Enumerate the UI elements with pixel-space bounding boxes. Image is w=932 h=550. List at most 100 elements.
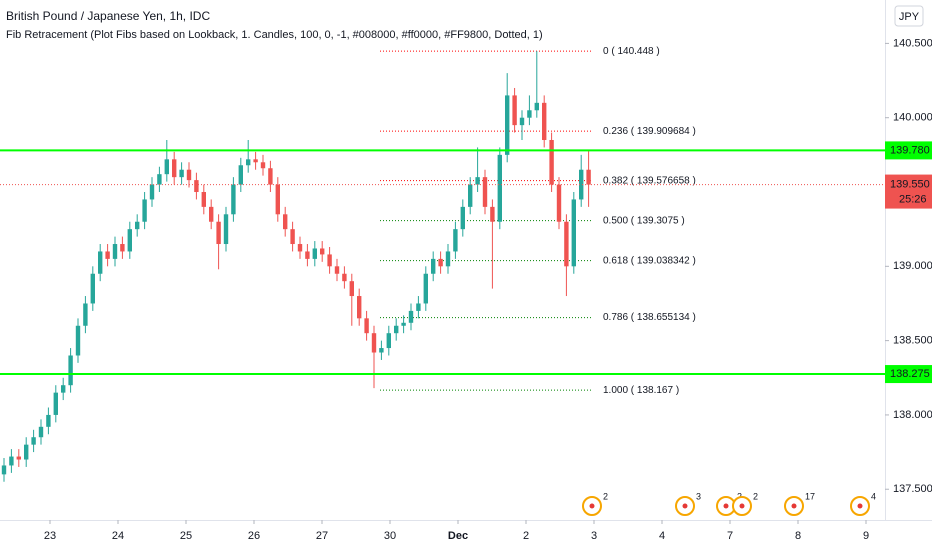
candle-body — [305, 251, 310, 259]
candle-body — [268, 168, 273, 185]
candle-body — [75, 325, 81, 356]
candle-body — [83, 303, 88, 326]
candle-body — [564, 221, 569, 267]
candle-body — [246, 159, 251, 166]
candle-body — [571, 199, 576, 267]
candle-body — [297, 244, 303, 252]
candle-body — [53, 392, 58, 415]
y-tick-label: 138.000 — [893, 409, 932, 421]
candle-body — [542, 102, 547, 140]
event-count: 17 — [805, 491, 815, 501]
candle-body — [579, 169, 584, 200]
y-tick-label: 138.500 — [893, 335, 932, 347]
indicator-label: Fib Retracement (Plot Fibs based on Look… — [6, 29, 543, 41]
candle-body — [394, 325, 399, 334]
event-dot — [589, 503, 595, 509]
candle-body — [46, 414, 51, 427]
event-count: 4 — [871, 491, 876, 501]
candle-body — [534, 102, 539, 111]
candle-body — [112, 244, 118, 259]
candle-body — [386, 333, 391, 349]
candle-body — [401, 322, 406, 326]
candle-body — [497, 154, 502, 222]
fib-label: 0.786 ( 138.655134 ) — [603, 312, 696, 323]
candle-body — [9, 456, 14, 466]
x-tick-label: 24 — [112, 530, 124, 542]
level-tag — [885, 141, 932, 160]
x-tick-label: 2 — [523, 530, 529, 542]
candle-body — [223, 214, 229, 245]
x-tick-label: 4 — [659, 530, 665, 542]
level-label: 139.780 — [890, 144, 930, 156]
candle-body — [216, 221, 221, 245]
x-tick-label: Dec — [448, 530, 468, 542]
fib-label: 1.000 ( 138.167 ) — [603, 385, 679, 396]
candle-body — [16, 456, 21, 460]
chart-title: British Pound / Japanese Yen, 1h, IDC — [6, 9, 210, 23]
y-tick-label: 140.500 — [893, 37, 932, 49]
candle-body — [209, 206, 214, 222]
candle-body — [327, 254, 332, 267]
candle-body — [334, 266, 340, 274]
fib-label: 0.236 ( 139.909684 ) — [603, 126, 696, 137]
candle-body — [31, 437, 36, 445]
candle-body — [556, 184, 562, 222]
candle-body — [98, 251, 103, 274]
candle-body — [505, 95, 510, 155]
candle-body — [253, 159, 258, 163]
last-price-tag — [885, 174, 932, 209]
x-tick-label: 7 — [727, 530, 733, 542]
x-tick-label: 9 — [863, 530, 869, 542]
candle-body — [482, 177, 488, 207]
candle-body — [61, 385, 66, 393]
x-tick-label: 23 — [44, 530, 56, 542]
candle-body — [157, 174, 162, 185]
candle-body — [290, 229, 295, 245]
x-tick-label: 27 — [316, 530, 328, 542]
event-dot — [791, 503, 797, 509]
y-tick-label: 137.500 — [893, 483, 932, 495]
x-tick-label: 8 — [795, 530, 801, 542]
y-tick-label: 140.000 — [893, 112, 932, 124]
candle-body — [431, 258, 436, 274]
candle-body — [194, 180, 199, 193]
event-count: 2 — [603, 491, 608, 501]
candle-body — [68, 355, 73, 386]
fib-label: 0 ( 140.448 ) — [603, 46, 660, 57]
fib-label: 0.500 ( 139.3075 ) — [603, 215, 685, 226]
event-dot — [682, 503, 688, 509]
candle-body — [349, 281, 354, 297]
candle-body — [364, 318, 369, 334]
candle-body — [164, 159, 169, 175]
level-tag — [885, 365, 932, 384]
candle-body — [320, 248, 325, 255]
candle-body — [231, 184, 236, 215]
currency-label[interactable]: JPY — [899, 11, 920, 23]
x-tick-label: 3 — [591, 530, 597, 542]
candle-body — [512, 95, 517, 126]
event-dot — [723, 503, 729, 509]
event-count: 2 — [753, 491, 758, 501]
candle-body — [1, 465, 7, 475]
candle-body — [135, 221, 140, 230]
candle-body — [371, 333, 377, 353]
candle-body — [445, 251, 451, 267]
candle-body — [238, 165, 243, 185]
candle-body — [149, 184, 155, 200]
candle-body — [312, 248, 317, 259]
candle-body — [527, 110, 532, 118]
candle-body — [120, 244, 125, 252]
candle-body — [90, 273, 95, 304]
candle-body — [453, 229, 458, 252]
candle-body — [260, 162, 266, 169]
candle-body — [275, 184, 280, 215]
candle-body — [586, 169, 591, 185]
candle-body — [186, 169, 192, 181]
candle-body — [519, 117, 525, 126]
level-label: 138.275 — [890, 368, 930, 380]
last-price-label: 139.550 — [890, 178, 930, 190]
currency-button[interactable] — [894, 5, 924, 27]
plot — [1, 50, 592, 482]
